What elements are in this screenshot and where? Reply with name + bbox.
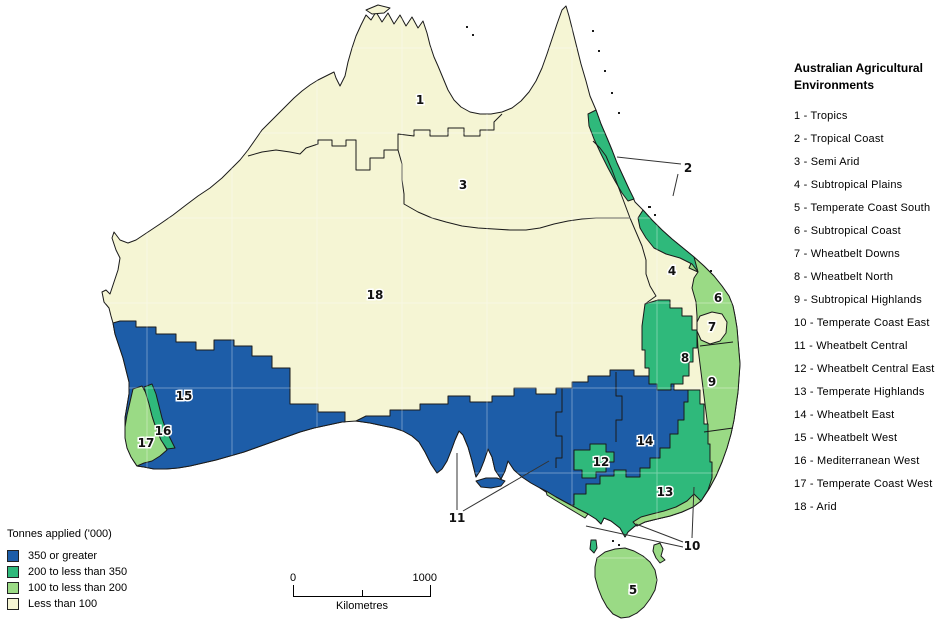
scale-bar: 0 1000 Kilometres [290, 572, 437, 612]
env-legend-item-3: 3 - Semi Arid [794, 155, 860, 168]
region-label-13: 13 [657, 485, 674, 499]
env-legend-item-11: 11 - Wheatbelt Central [794, 339, 908, 352]
env-legend-item-15: 15 - Wheatbelt West [794, 431, 898, 444]
env-legend-item-10: 10 - Temperate Coast East [794, 316, 930, 329]
leader-line-6 [585, 525, 684, 548]
region-label-14: 14 [637, 434, 654, 448]
tonnes-label-3: Less than 100 [28, 598, 98, 610]
region-label-8: 8 [681, 351, 689, 365]
region-label-15: 15 [176, 389, 193, 403]
env-legend-item-16: 16 - Mediterranean West [794, 454, 920, 467]
tonnes-legend-title: Tonnes applied ('000) [7, 528, 112, 540]
env-legend-item-7: 7 - Wheatbelt Downs [794, 247, 900, 260]
region-label-7: 7 [708, 320, 716, 334]
tonnes-legend-row-3: Less than 100 [7, 596, 127, 612]
region-label-6: 6 [714, 291, 722, 305]
region-7-wheatbelt-downs [696, 311, 728, 345]
region-label-16: 16 [155, 424, 172, 438]
env-legend-item-18: 18 - Arid [794, 500, 837, 513]
region-label-11: 11 [449, 511, 466, 525]
leader-lines [456, 156, 695, 548]
scale-bar-midtick [362, 590, 363, 596]
scale-unit: Kilometres [336, 600, 388, 612]
region-label-18: 18 [367, 288, 384, 302]
tonnes-legend-row-0: 350 or greater [7, 548, 127, 564]
tonnes-label-0: 350 or greater [28, 550, 98, 562]
scale-bar-line [293, 585, 431, 597]
env-legend-item-14: 14 - Wheatbelt East [794, 408, 895, 421]
tonnes-swatch-0 [7, 550, 19, 562]
tonnes-swatch-2 [7, 582, 19, 594]
region-label-1: 1 [416, 93, 424, 107]
region-8-wheatbelt-north [641, 299, 698, 391]
tonnes-swatch-3 [7, 598, 19, 610]
region-13-temperate-highlands [539, 389, 713, 538]
environments-legend-list: 1 - Tropics 2 - Tropical Coast 3 - Semi Ar… [794, 110, 948, 524]
melville-island [365, 4, 391, 15]
region-label-9: 9 [708, 375, 716, 389]
king-island [589, 539, 598, 554]
region-12-wheatbelt-central-east [573, 443, 615, 479]
environments-legend: Australian Agricultural Environments 1 -… [794, 60, 948, 524]
leader-line-3 [462, 460, 550, 512]
tonnes-legend-row-2: 100 to less than 200 [7, 580, 127, 596]
kangaroo-island [475, 477, 506, 489]
env-legend-item-8: 8 - Wheatbelt North [794, 270, 894, 283]
region-16-mediterranean-west [143, 383, 176, 450]
env-legend-item-4: 4 - Subtropical Plains [794, 178, 903, 191]
region-10-gippsland-strip [632, 493, 702, 527]
region-label-12: 12 [593, 455, 610, 469]
env-legend-item-12: 12 - Wheatbelt Central East [794, 362, 935, 375]
tonnes-legend-row-1: 200 to less than 350 [7, 564, 127, 580]
environments-legend-title: Australian Agricultural Environments [794, 61, 923, 93]
leader-line-4 [691, 486, 695, 539]
region-label-4: 4 [668, 264, 676, 278]
region-label-5: 5 [629, 583, 637, 597]
env-legend-item-2: 2 - Tropical Coast [794, 132, 884, 145]
env-legend-item-9: 9 - Subtropical Highlands [794, 293, 922, 306]
env-legend-item-6: 6 - Subtropical Coast [794, 224, 901, 237]
tonnes-legend-list: 350 or greater 200 to less than 350 100 to… [7, 548, 127, 612]
tonnes-swatch-1 [7, 566, 19, 578]
flinders-island [652, 542, 666, 564]
interior-boundaries [247, 113, 734, 468]
env-legend-item-1: 1 - Tropics [794, 109, 848, 122]
env-legend-item-5: 5 - Temperate Coast South [794, 201, 931, 214]
region-5-tasmania [594, 547, 658, 619]
leader-line-1 [672, 173, 679, 197]
region-2-tropical-coast-north [587, 109, 635, 202]
scale-bar-values: 0 1000 [290, 572, 437, 585]
leader-line-5 [635, 523, 684, 543]
scale-end: 1000 [412, 572, 437, 584]
tonnes-label-1: 200 to less than 350 [28, 566, 128, 578]
region-label-3: 3 [459, 178, 467, 192]
scale-start: 0 [290, 572, 297, 584]
env-legend-item-17: 17 - Temperate Coast West [794, 477, 933, 490]
region-label-17: 17 [138, 436, 155, 450]
region-label-2: 2 [684, 161, 692, 175]
tonnes-legend: Tonnes applied ('000) 350 or greater 200 … [7, 528, 127, 612]
tonnes-label-2: 100 to less than 200 [28, 582, 128, 594]
region-2-tropical-coast-south [637, 209, 699, 273]
coastal-islets [466, 26, 712, 546]
leader-line-0 [616, 156, 682, 165]
env-legend-item-13: 13 - Temperate Highlands [794, 385, 925, 398]
region-label-10: 10 [684, 539, 701, 553]
region-10-west-vic-strip [545, 490, 589, 519]
